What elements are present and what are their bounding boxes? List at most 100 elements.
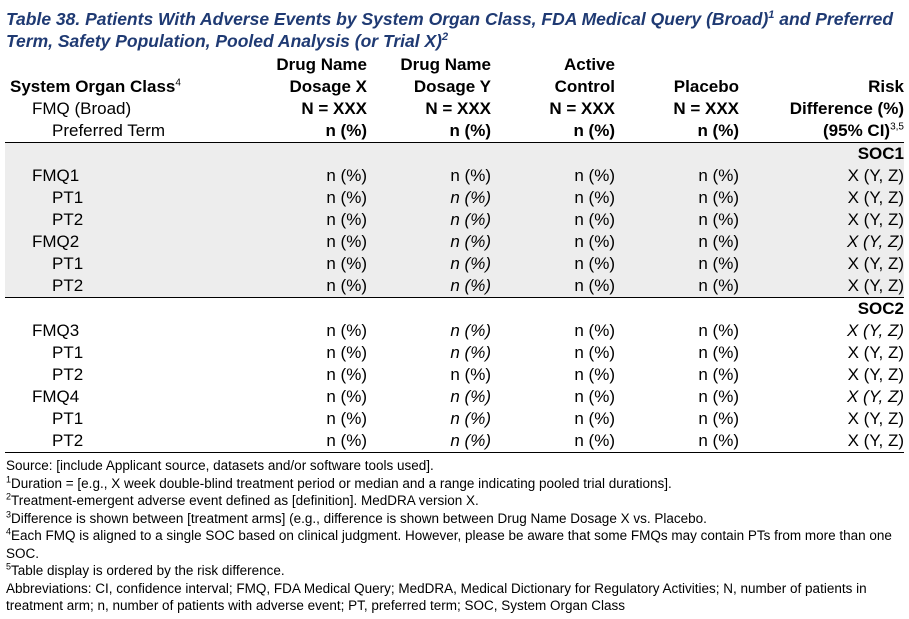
cell: n (%): [574, 387, 615, 406]
cell: n (%): [255, 253, 367, 275]
row-label: PT1: [5, 253, 255, 275]
col3-line4: n (%): [491, 120, 615, 143]
cell: X (Y, Z): [847, 365, 904, 384]
col3-line2: Control: [554, 77, 615, 96]
col3-line3: N = XXX: [549, 99, 615, 118]
footnote-1: 1Duration = [e.g., X week double-blind t…: [6, 475, 904, 493]
header-empty: [5, 54, 255, 76]
footnote-2: 2Treatment-emergent adverse event define…: [6, 492, 904, 510]
footnote-5: 5Table display is ordered by the risk di…: [6, 562, 904, 580]
table-row: FMQ2 n (%) n (%) n (%) n (%) X (Y, Z): [5, 231, 904, 253]
footnote-3: 3Difference is shown between [treatment …: [6, 510, 904, 528]
footnote-4: 4Each FMQ is aligned to a single SOC bas…: [6, 527, 904, 562]
row-label: PT2: [52, 365, 84, 384]
cell: n (%): [574, 321, 615, 340]
cell: X (Y, Z): [847, 343, 904, 362]
footnote-1-marker: 1: [6, 474, 12, 484]
row-label: FMQ3: [32, 321, 80, 340]
cell: X (Y, Z): [739, 187, 904, 209]
abbreviations-note: Abbreviations: CI, confidence interval; …: [6, 580, 867, 614]
cell: X (Y, Z): [739, 165, 904, 187]
footnote-3-marker: 3: [6, 509, 12, 519]
cell: n (%): [255, 231, 367, 253]
cell: n (%): [255, 165, 367, 187]
cell: n (%): [698, 409, 739, 428]
table-row: PT2 n (%) n (%) n (%) n (%) X (Y, Z): [5, 275, 904, 298]
cell: X (Y, Z): [739, 253, 904, 275]
col1-line3: N = XXX: [301, 99, 367, 118]
cell: n (%): [698, 343, 739, 362]
table-row: PT1 n (%) n (%) n (%) n (%) X (Y, Z): [5, 253, 904, 275]
cell: n (%): [698, 387, 739, 406]
cell: n (%): [615, 430, 739, 453]
cell: n (%): [491, 275, 615, 298]
col2-line1: Drug Name: [400, 55, 491, 74]
header-fmq: FMQ (Broad): [32, 99, 132, 118]
cell: n (%): [491, 187, 615, 209]
caption-text-2: and Preferred Term, Safety Population, P…: [6, 9, 894, 51]
table-row: FMQ1 n (%) n (%) n (%) n (%) X (Y, Z): [5, 165, 904, 187]
cell: n (%): [367, 430, 491, 453]
cell: n (%): [367, 275, 491, 298]
header-soc: System Organ Class4: [5, 76, 255, 98]
cell: n (%): [367, 231, 491, 253]
table-row: PT1 n (%) n (%) n (%) n (%) X (Y, Z): [5, 408, 904, 430]
table-row: FMQ4 n (%) n (%) n (%) n (%) X (Y, Z): [5, 386, 904, 408]
cell: X (Y, Z): [847, 321, 904, 340]
header-soc-footnote-ref: 4: [175, 77, 181, 89]
cell: n (%): [491, 209, 615, 231]
cell: n (%): [491, 165, 615, 187]
soc-label: SOC2: [5, 297, 904, 320]
cell: n (%): [574, 365, 615, 384]
table-footnotes: Source: [include Applicant source, datas…: [6, 457, 904, 615]
col4-line1: [615, 54, 739, 76]
col5-line4: (95% CI)3,5: [739, 120, 904, 143]
cell: n (%): [615, 209, 739, 231]
cell: n (%): [255, 275, 367, 298]
row-label: FMQ1: [5, 165, 255, 187]
caption-text: Table 38. Patients With Adverse Events b…: [6, 9, 769, 29]
cell: X (Y, Z): [739, 430, 904, 453]
footnote-2-text: Treatment-emergent adverse event defined…: [11, 493, 479, 508]
caption-footnote-ref-1: 1: [768, 9, 775, 22]
table-header: Drug Name Drug Name Active System Organ …: [5, 54, 904, 143]
row-label: PT1: [5, 187, 255, 209]
row-label: PT1: [52, 409, 84, 428]
cell: n (%): [450, 321, 491, 340]
cell: n (%): [367, 209, 491, 231]
adverse-events-table: Drug Name Drug Name Active System Organ …: [5, 54, 904, 453]
col5-line2: Risk: [868, 77, 904, 96]
cell: n (%): [615, 187, 739, 209]
cell: n (%): [367, 253, 491, 275]
cell: n (%): [574, 409, 615, 428]
col1-line4: n (%): [255, 120, 367, 143]
row-label: PT1: [52, 343, 84, 362]
cell: n (%): [255, 209, 367, 231]
cell: n (%): [326, 409, 367, 428]
header-soc-label: System Organ Class: [10, 77, 176, 96]
cell: n (%): [255, 430, 367, 453]
col5-footnote-ref: 3,5: [890, 121, 904, 133]
table-row: PT1 n (%) n (%) n (%) n (%) X (Y, Z): [5, 342, 904, 364]
table-row: PT2 n (%) n (%) n (%) n (%) X (Y, Z): [5, 209, 904, 231]
col4-line4: n (%): [615, 120, 739, 143]
cell: n (%): [698, 321, 739, 340]
footnote-5-text: Table display is ordered by the risk dif…: [11, 563, 285, 578]
table-body: SOC1 FMQ1 n (%) n (%) n (%) n (%) X (Y, …: [5, 142, 904, 453]
row-label: PT2: [5, 275, 255, 298]
cell: n (%): [326, 365, 367, 384]
footnote-1-text: Duration = [e.g., X week double-blind tr…: [11, 475, 672, 491]
cell: n (%): [255, 187, 367, 209]
cell: n (%): [615, 253, 739, 275]
col1-line1: Drug Name: [276, 55, 367, 74]
cell: n (%): [367, 187, 491, 209]
col4-line3: N = XXX: [673, 99, 739, 118]
col2-line4: n (%): [367, 120, 491, 143]
cell: n (%): [326, 387, 367, 406]
col5-line3: Difference (%): [789, 99, 904, 118]
col1-line2: Dosage X: [289, 77, 367, 96]
source-note: Source: [include Applicant source, datas…: [6, 458, 434, 473]
cell: n (%): [615, 275, 739, 298]
cell: X (Y, Z): [739, 275, 904, 298]
cell: X (Y, Z): [739, 231, 904, 253]
